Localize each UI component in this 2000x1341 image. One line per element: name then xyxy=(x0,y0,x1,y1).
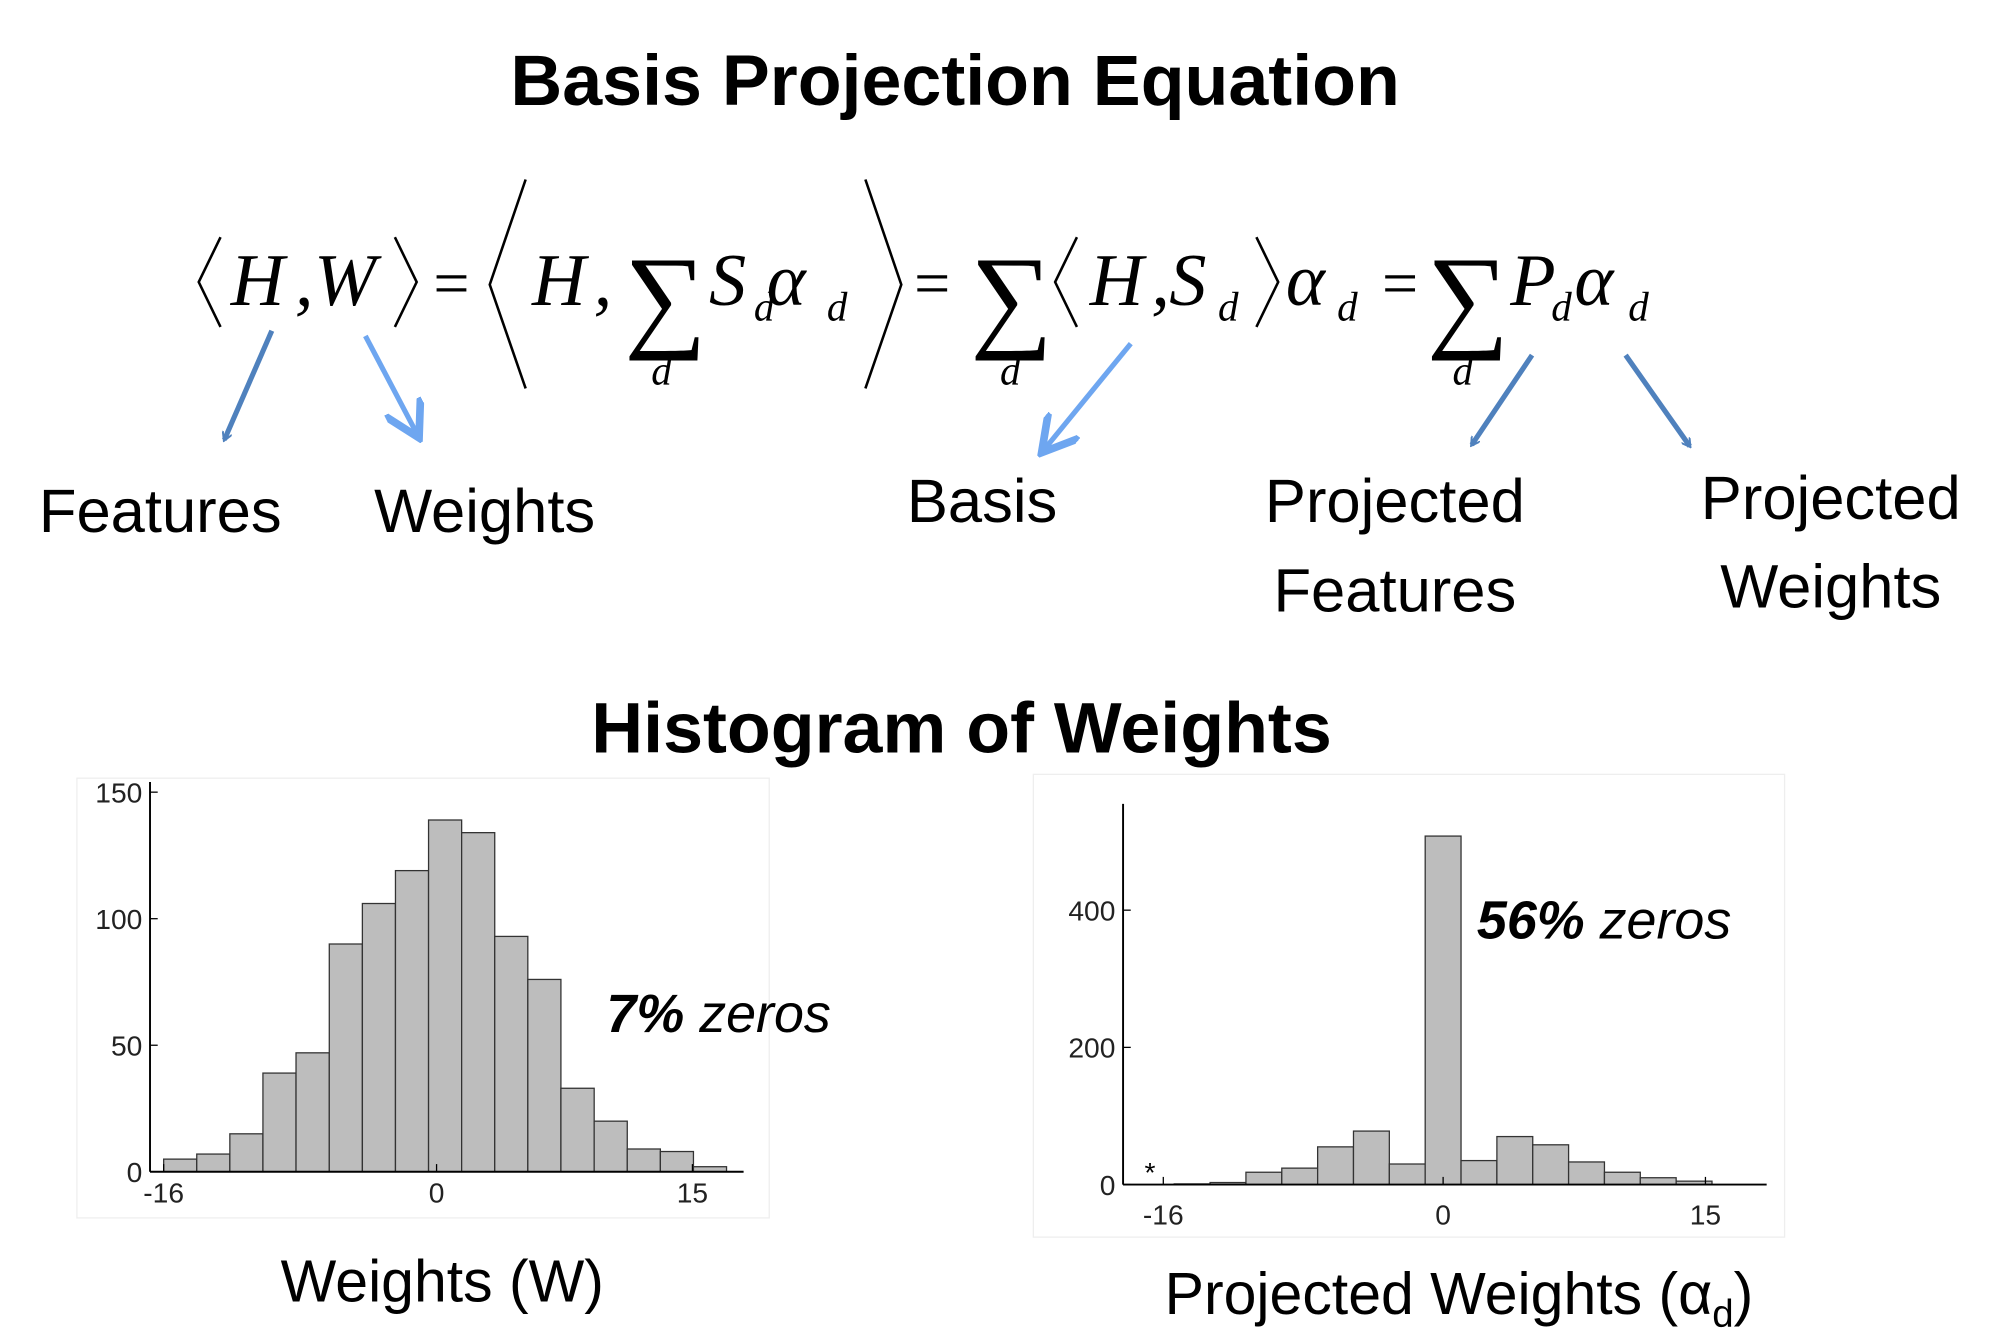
annotation-text: zeros xyxy=(698,984,831,1044)
x-axis-label-part: d xyxy=(1712,1293,1733,1336)
bar xyxy=(1352,1130,1390,1186)
equation-symbol: = xyxy=(1382,248,1418,319)
equation-symbol: ∑ xyxy=(624,233,706,361)
bar xyxy=(1532,1144,1570,1186)
label: Projected xyxy=(1701,464,1961,533)
equation-symbol: d xyxy=(1337,284,1358,330)
x-axis-label: Weights (W) xyxy=(281,1249,604,1314)
bar xyxy=(626,1148,661,1173)
x-axis-label-part: ) xyxy=(1734,1262,1754,1327)
x-tick-label: 15 xyxy=(677,1177,708,1209)
label: Weights xyxy=(374,477,595,546)
bar xyxy=(659,1150,695,1173)
y-tick-label: 200 xyxy=(1068,1032,1115,1064)
y-tick-label: 0 xyxy=(127,1156,143,1188)
label: Weights xyxy=(1720,553,1941,622)
bar xyxy=(1496,1135,1534,1186)
equation-symbol: α xyxy=(1574,240,1615,322)
label: Projected xyxy=(1265,467,1525,536)
label: Features xyxy=(39,477,282,546)
x-tick-label: -16 xyxy=(143,1177,184,1209)
chart-frame xyxy=(1032,773,1786,1238)
title: Basis Projection Equation xyxy=(510,41,1399,121)
equation-symbol: = xyxy=(433,248,469,319)
annotation-text: zeros xyxy=(1599,890,1732,950)
bar xyxy=(527,978,562,1173)
y-tick-label: 150 xyxy=(95,776,142,808)
bar xyxy=(295,1052,330,1173)
equation-symbol: d xyxy=(754,284,775,330)
equation-symbol: d xyxy=(1453,348,1474,394)
equation-symbol: , xyxy=(594,240,613,322)
x-tick-label: 0 xyxy=(1435,1198,1451,1230)
equation-symbol: S xyxy=(709,240,746,322)
chart-frame xyxy=(76,777,770,1219)
bar xyxy=(262,1072,297,1173)
equation-symbol: H xyxy=(230,240,289,322)
y-tick-label: 50 xyxy=(111,1029,142,1061)
brackets xyxy=(197,179,1280,389)
label: Basis xyxy=(907,467,1057,536)
equation-symbol: d xyxy=(651,348,672,394)
equation-symbol: ∑ xyxy=(971,233,1053,361)
bar xyxy=(427,819,463,1173)
equation-symbol: d xyxy=(1628,284,1649,330)
y-tick-label: 400 xyxy=(1068,894,1115,926)
bar xyxy=(1388,1163,1426,1186)
equation-symbol: , xyxy=(295,240,314,322)
bar xyxy=(1245,1171,1283,1186)
bar xyxy=(494,935,529,1173)
x-axis-label-part: Projected Weights (α xyxy=(1165,1262,1713,1327)
bar xyxy=(560,1087,595,1173)
subtitle: Histogram of Weights xyxy=(591,689,1331,769)
bar xyxy=(394,869,430,1173)
arrows xyxy=(224,329,1692,449)
equation-symbol: = xyxy=(914,248,950,319)
annotation-value: 7% xyxy=(606,984,684,1044)
bar xyxy=(163,1158,198,1173)
bar xyxy=(1424,835,1462,1186)
equation-symbol: H xyxy=(531,240,590,322)
equation-symbol: P xyxy=(1509,240,1555,322)
bar xyxy=(1639,1177,1677,1186)
x-tick-label: -16 xyxy=(1143,1198,1184,1230)
annotation: 7% zeros xyxy=(606,984,830,1044)
equation-symbol: H xyxy=(1089,240,1148,322)
label: Features xyxy=(1273,557,1516,626)
note: * xyxy=(1145,1156,1156,1188)
bar xyxy=(1567,1161,1606,1186)
bar xyxy=(461,832,496,1173)
bar xyxy=(196,1153,231,1173)
annotation: 56% zeros xyxy=(1477,890,1731,950)
equation-symbol: W xyxy=(314,240,382,322)
bar xyxy=(229,1133,264,1173)
bar xyxy=(1281,1167,1319,1186)
y-tick-label: 100 xyxy=(95,903,142,935)
equation-symbol: S xyxy=(1169,240,1206,322)
annotation-value: 56% xyxy=(1477,890,1585,950)
equation-symbol: d xyxy=(1551,284,1572,330)
bar xyxy=(1603,1171,1641,1186)
bar xyxy=(361,902,397,1173)
bar xyxy=(1460,1159,1498,1186)
bar xyxy=(328,943,364,1173)
x-tick-label: 0 xyxy=(429,1177,445,1209)
x-axis-label: Projected Weights (αd) xyxy=(1165,1262,1754,1336)
bar xyxy=(593,1120,628,1173)
equation-symbol: α xyxy=(767,240,808,322)
equation-symbol: , xyxy=(1151,240,1170,322)
x-tick-label: 15 xyxy=(1690,1198,1721,1230)
equation-symbol: ∑ xyxy=(1427,233,1509,361)
equation-symbol: d xyxy=(1000,348,1021,394)
equation-symbol: d xyxy=(1218,284,1239,330)
equation-symbol: α xyxy=(1286,240,1327,322)
equation-symbol: d xyxy=(827,284,848,330)
y-tick-label: 0 xyxy=(1100,1169,1116,1201)
bar xyxy=(1316,1146,1355,1186)
